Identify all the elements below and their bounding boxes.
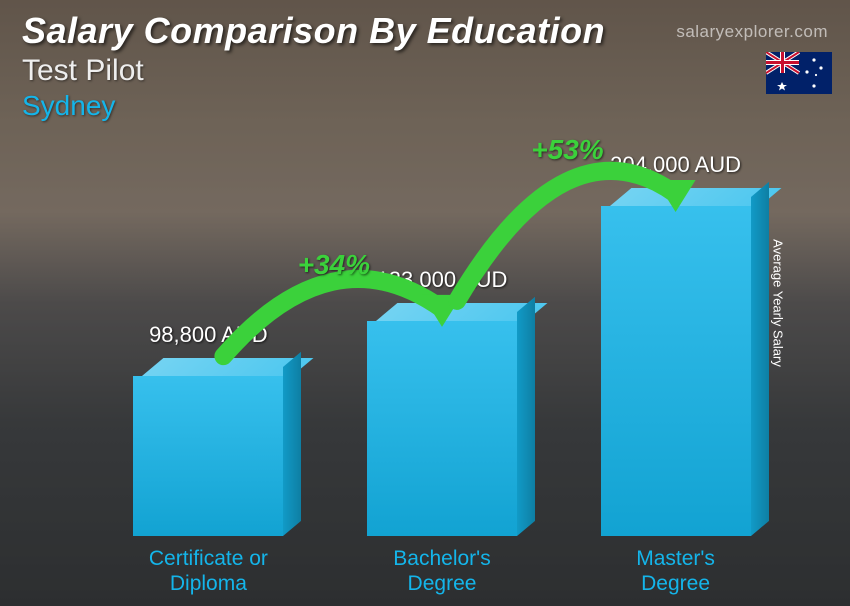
bar xyxy=(133,376,283,536)
bar-value: 133,000 AUD xyxy=(342,267,542,293)
title-subtitle: Test Pilot xyxy=(22,54,605,88)
bar-label: Certificate orDiploma xyxy=(108,546,308,596)
bar-front xyxy=(133,376,283,536)
bar-label: Master'sDegree xyxy=(576,546,776,596)
bar-side xyxy=(751,182,769,536)
bar-value: 98,800 AUD xyxy=(108,322,308,348)
bar xyxy=(601,206,751,536)
bar-value: 204,000 AUD xyxy=(576,152,776,178)
title-city: Sydney xyxy=(22,90,605,122)
bar-label: Bachelor'sDegree xyxy=(342,546,542,596)
title-main: Salary Comparison By Education xyxy=(22,10,605,52)
bar-front xyxy=(367,321,517,536)
bar xyxy=(367,321,517,536)
bar-side xyxy=(517,297,535,536)
bar-side xyxy=(283,352,301,536)
title-block: Salary Comparison By Education Test Pilo… xyxy=(22,10,605,122)
increase-label: +53% xyxy=(531,134,603,166)
watermark-text: salaryexplorer.com xyxy=(676,22,828,42)
australia-flag-icon xyxy=(766,52,832,94)
bar-front xyxy=(601,206,751,536)
increase-label: +34% xyxy=(298,249,370,281)
chart-area: 98,800 AUDCertificate orDiploma133,000 A… xyxy=(60,160,790,536)
